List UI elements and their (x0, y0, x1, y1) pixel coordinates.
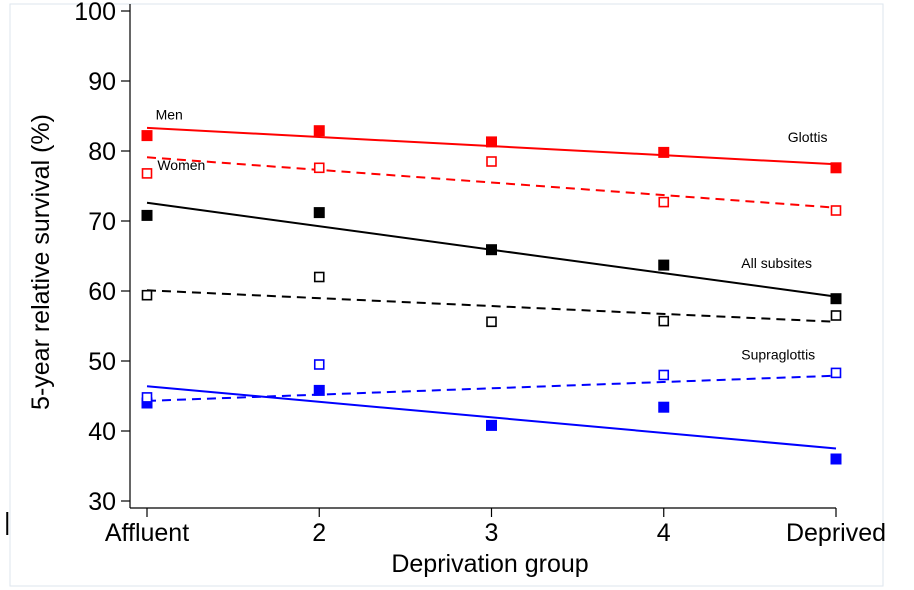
x-tick-label: 3 (485, 519, 499, 547)
y-tick-label: 50 (88, 348, 116, 376)
x-tick-label: 4 (657, 519, 671, 547)
glottis-women-point (313, 162, 325, 174)
supraglottis-men-point (830, 453, 842, 465)
all-subsites-men-point (830, 293, 842, 305)
annotation-all-subsites: All subsites (741, 255, 812, 271)
supraglottis-men-point (658, 401, 670, 413)
plot-area: 30 40 50 60 70 80 90 100 Affluent 2 3 4 Deprived Men W… (74, 0, 886, 547)
glottis-men-point (141, 130, 153, 142)
all-subsites-women-fit-line (146, 289, 837, 323)
edge-mark: | (4, 508, 11, 536)
supraglottis-women-point (658, 369, 670, 381)
annotation-glottis: Glottis (788, 129, 828, 145)
all-subsites-women-point (658, 315, 670, 327)
all-subsites-men-point (658, 259, 670, 271)
glottis-women-fit-line (146, 156, 837, 209)
all-subsites-men-point (313, 207, 325, 219)
supraglottis-women-point (141, 392, 153, 403)
annotation-men: Men (156, 107, 183, 123)
y-tick-label: 100 (74, 0, 116, 26)
all-subsites-men-point (141, 209, 153, 221)
glottis-men-point (830, 162, 842, 174)
y-axis-title: 5-year relative survival (%) (27, 114, 55, 410)
x-tick-label: Affluent (105, 519, 189, 547)
glottis-men-point (486, 136, 497, 148)
y-tick-label: 60 (88, 278, 116, 306)
glottis-women-point (141, 168, 153, 179)
supraglottis-men-point (486, 419, 497, 431)
glottis-men-point (658, 146, 670, 158)
supraglottis-men-point (313, 384, 325, 396)
all-subsites-women-point (830, 310, 842, 321)
supraglottis-men-fit-line (146, 385, 837, 450)
all-subsites-women-point (486, 316, 497, 328)
annotation-supraglottis: Supraglottis (741, 347, 815, 363)
glottis-women-point (658, 196, 670, 208)
x-tick-label: Deprived (786, 519, 886, 547)
y-tick-label: 70 (88, 208, 116, 236)
y-tick-label: 80 (88, 138, 116, 166)
glottis-men-point (313, 125, 325, 137)
y-tick-label: 40 (88, 418, 116, 446)
y-tick-label: 90 (88, 68, 116, 96)
x-axis-title: Deprivation group (391, 550, 588, 578)
supraglottis-women-fit-line (146, 374, 837, 402)
annotation-women: Women (157, 157, 205, 173)
all-subsites-men-point (486, 244, 497, 256)
supraglottis-women-point (313, 359, 325, 370)
all-subsites-women-point (141, 289, 153, 301)
x-tick-label: 2 (312, 519, 326, 547)
all-subsites-women-point (313, 271, 325, 283)
glottis-women-point (486, 156, 497, 167)
glottis-women-point (830, 205, 842, 216)
chart-frame (9, 3, 884, 587)
supraglottis-women-point (830, 367, 842, 379)
y-tick-label: 30 (88, 488, 116, 516)
